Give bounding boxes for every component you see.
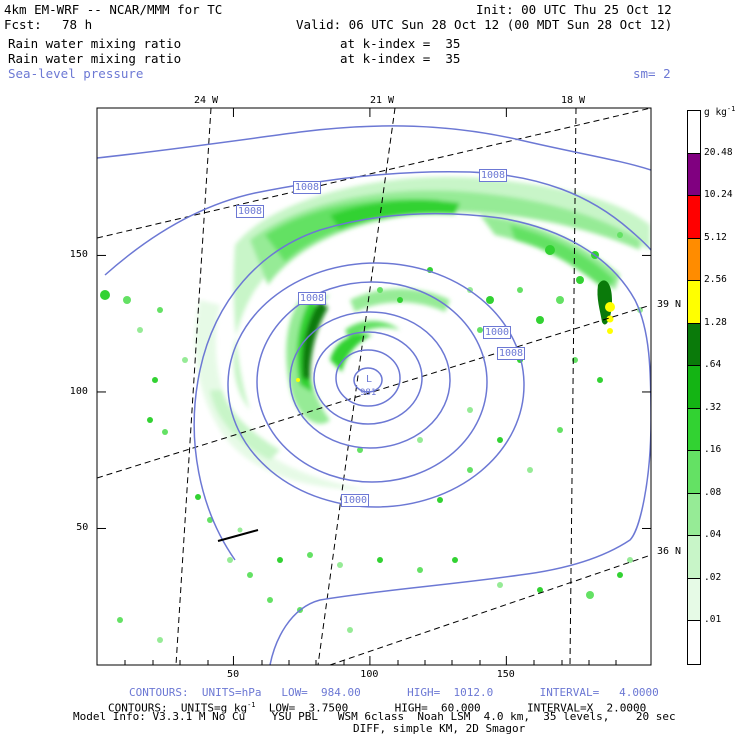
colorbar-label: .01 <box>704 614 722 626</box>
valid-time: Valid: 06 UTC Sun 28 Oct 12 (00 MDT Sun … <box>296 17 673 32</box>
y-tick-label: 150 <box>69 249 88 261</box>
colorbar-swatch <box>687 110 701 154</box>
colorbar-swatch <box>687 280 701 324</box>
colorbar-swatch <box>687 492 701 537</box>
contour-label: 1008 <box>298 292 327 305</box>
field-1-level: at k-index = 35 <box>340 36 461 51</box>
low-center-value: 981 <box>360 388 377 398</box>
colorbar-swatch <box>687 365 701 409</box>
contour-label: 1008 <box>236 205 265 218</box>
model-info-continued: DIFF, simple KM, 2D Smagor <box>353 722 526 735</box>
colorbar-swatch <box>687 195 701 239</box>
colorbar-swatch <box>687 450 701 494</box>
contour-label: 1008 <box>479 169 508 182</box>
field-2-level: at k-index = 35 <box>340 51 461 66</box>
colorbar-swatch <box>687 620 701 665</box>
colorbar-label: .32 <box>704 401 722 413</box>
x-tick-label: 150 <box>496 669 515 680</box>
overlay-field-name: Sea-level pressure <box>8 66 144 81</box>
model-info: Model Info: V3.3.1 M No Cu YSU PBL WSM 6… <box>73 710 676 723</box>
colorbar-swatch <box>687 407 701 452</box>
colorbar-unit: g kg-1 <box>704 105 736 119</box>
forecast-label: Fcst: <box>4 17 42 32</box>
contours-rain-info: CONTOURS: UNITS=g kg-1 LOW= 3.7500 HIGH=… <box>108 701 647 715</box>
contour-label: 1008 <box>497 347 526 360</box>
frame-minor-ticks <box>124 660 617 665</box>
x-tick-label: 50 <box>227 669 240 680</box>
contour-label: 1000 <box>341 494 370 507</box>
colorbar-swatch <box>687 152 701 197</box>
smoothing-label: sm= 2 <box>633 66 671 81</box>
colorbar-label: 10.24 <box>704 189 733 201</box>
colorbar-label: .04 <box>704 529 722 541</box>
title: 4km EM-WRF -- NCAR/MMM for TC <box>4 2 223 17</box>
lat-label-39n: 39 N <box>657 299 682 310</box>
y-axis-ticks <box>97 254 651 529</box>
low-center-symbol: L <box>366 374 373 385</box>
forecast-hour: 78 h <box>62 17 93 32</box>
line-segment-marker <box>217 529 259 542</box>
lon-label-21w: 21 W <box>370 95 395 106</box>
colorbar-swatch <box>687 577 701 622</box>
contours-pressure-info: CONTOURS: UNITS=hPa LOW= 984.00 HIGH= 10… <box>129 686 659 699</box>
y-tick-label: 100 <box>69 385 88 397</box>
colorbar-label: 2.56 <box>704 274 727 286</box>
init-time: Init: 00 UTC Thu 25 Oct 12 <box>476 2 672 17</box>
colorbar-swatch <box>687 237 701 282</box>
colorbar-swatch <box>687 322 701 367</box>
contour-1000-outer <box>227 262 525 508</box>
lon-label-18w: 18 W <box>561 95 586 106</box>
field-1-name: Rain water mixing ratio <box>8 36 182 51</box>
colorbar-label: .08 <box>704 486 722 498</box>
intense-rain-cells <box>296 280 615 382</box>
lon-label-24w: 24 W <box>194 95 219 106</box>
x-axis-ticks <box>232 108 507 665</box>
colorbar-label: .64 <box>704 359 722 371</box>
y-tick-label: 50 <box>76 522 89 534</box>
colorbar-label: 5.12 <box>704 231 727 243</box>
colorbar-label: .16 <box>704 444 722 456</box>
x-tick-label: 100 <box>360 669 379 680</box>
contour-label: 1008 <box>293 181 322 194</box>
map-frame <box>96 107 652 666</box>
lat-label-36n: 36 N <box>657 546 682 557</box>
rain-cells <box>100 232 643 643</box>
colorbar-label: 1.28 <box>704 316 727 328</box>
pressure-contours <box>97 125 651 665</box>
colorbar-label: .02 <box>704 571 722 583</box>
colorbar-label: 20.48 <box>704 146 733 158</box>
colorbar-swatch <box>687 535 701 579</box>
contour-label: 1000 <box>483 326 512 339</box>
field-2-name: Rain water mixing ratio <box>8 51 182 66</box>
